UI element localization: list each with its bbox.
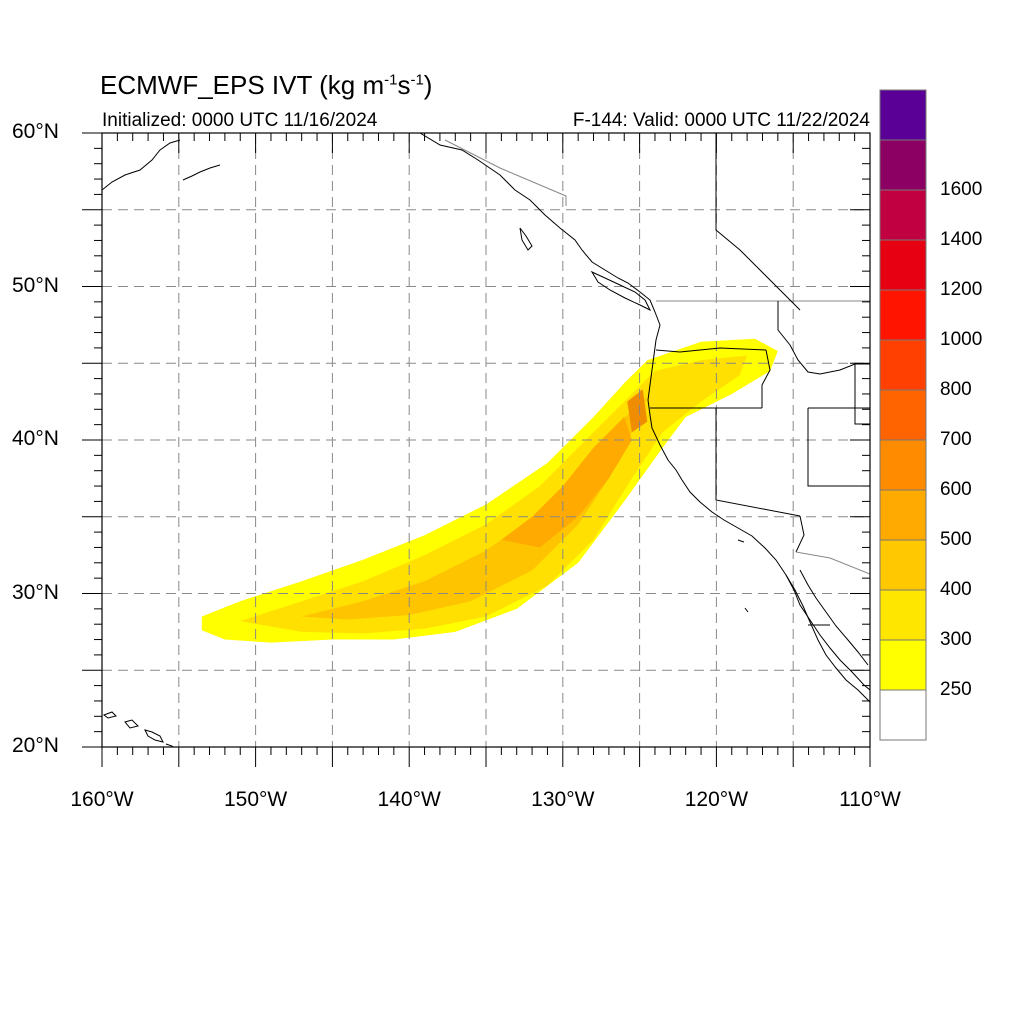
nevada-utah-border (807, 408, 870, 487)
haida-gwaii (519, 227, 533, 251)
initialized-time: Initialized: 0000 UTC 11/16/2024 (102, 110, 378, 131)
colorbar-label: 500 (940, 529, 972, 550)
colorbar-box-300 (879, 589, 927, 641)
colorbar-label: 1600 (940, 179, 983, 200)
lat-label: 40°N (12, 427, 59, 450)
colorbar-label: 300 (940, 629, 972, 650)
lat-label: 60°N (12, 120, 59, 143)
lon-label: 130°W (531, 788, 595, 811)
colorbar-label: 800 (940, 379, 972, 400)
colorbar-label: 600 (940, 479, 972, 500)
colorbar-box-1000 (879, 289, 927, 341)
vancouver-island (590, 270, 652, 312)
nevada-border (715, 408, 801, 517)
colorbar-box-500 (879, 489, 927, 541)
colorbar-box-1400 (879, 189, 927, 241)
colorbar-box-400 (879, 539, 927, 591)
lat-label: 20°N (12, 734, 59, 757)
colorbar-label: 1200 (940, 279, 983, 300)
colorbar-box-700 (879, 389, 927, 441)
colorbar-label: 250 (940, 679, 972, 700)
wyoming-border (854, 364, 870, 425)
channel-islands (737, 539, 749, 613)
north-america-coastline (419, 133, 870, 691)
axis-ticks (82, 132, 871, 767)
lat-label: 50°N (12, 273, 59, 297)
oregon-idaho-border (761, 349, 771, 408)
political-borders (444, 133, 870, 626)
lon-label: 140°W (377, 788, 441, 811)
colorbar-below (879, 689, 927, 741)
alaska-islands (182, 164, 221, 181)
coastlines (102, 133, 870, 747)
idaho-montana-border (777, 301, 870, 375)
gulf-of-california (799, 569, 869, 666)
colorbar-box-1600 (879, 139, 927, 191)
ivt-contour-500 (501, 417, 632, 548)
us-mexico-border (795, 551, 870, 575)
colorbar-box-800 (879, 339, 927, 391)
lon-label: 120°W (684, 788, 749, 811)
colorbar-box-600 (879, 439, 927, 491)
lat-label: 30°N (12, 580, 59, 604)
colorbar-box-250 (879, 639, 927, 691)
hawaii-islands (102, 711, 174, 747)
colorbar-label: 700 (940, 429, 972, 450)
colorbar-top (879, 89, 927, 141)
colorbar-box-1200 (879, 239, 927, 291)
alaska-coast (102, 139, 181, 191)
alaska-bc-border (444, 139, 567, 206)
valid-time: F-144: Valid: 0000 UTC 11/22/2024 (572, 110, 870, 131)
colorbar (879, 89, 927, 741)
colorbar-label: 400 (940, 579, 972, 600)
lat-lon-grid (102, 133, 870, 747)
colorbar-label: 1400 (940, 229, 983, 250)
map-title: ECMWF_EPS IVT (kg m-1s-1) (100, 70, 433, 100)
ivt-contour-600 (627, 389, 648, 433)
washington-oregon-border (655, 347, 767, 353)
lon-label: 110°W (839, 788, 901, 811)
lon-label: 160°W (70, 788, 134, 811)
lon-label: 150°W (223, 788, 288, 811)
idaho-west-border (715, 133, 801, 311)
baja-peninsula (785, 574, 870, 703)
colorbar-label: 1000 (940, 329, 983, 350)
california-arizona-border (795, 515, 805, 553)
ivt-shading (201, 338, 778, 643)
